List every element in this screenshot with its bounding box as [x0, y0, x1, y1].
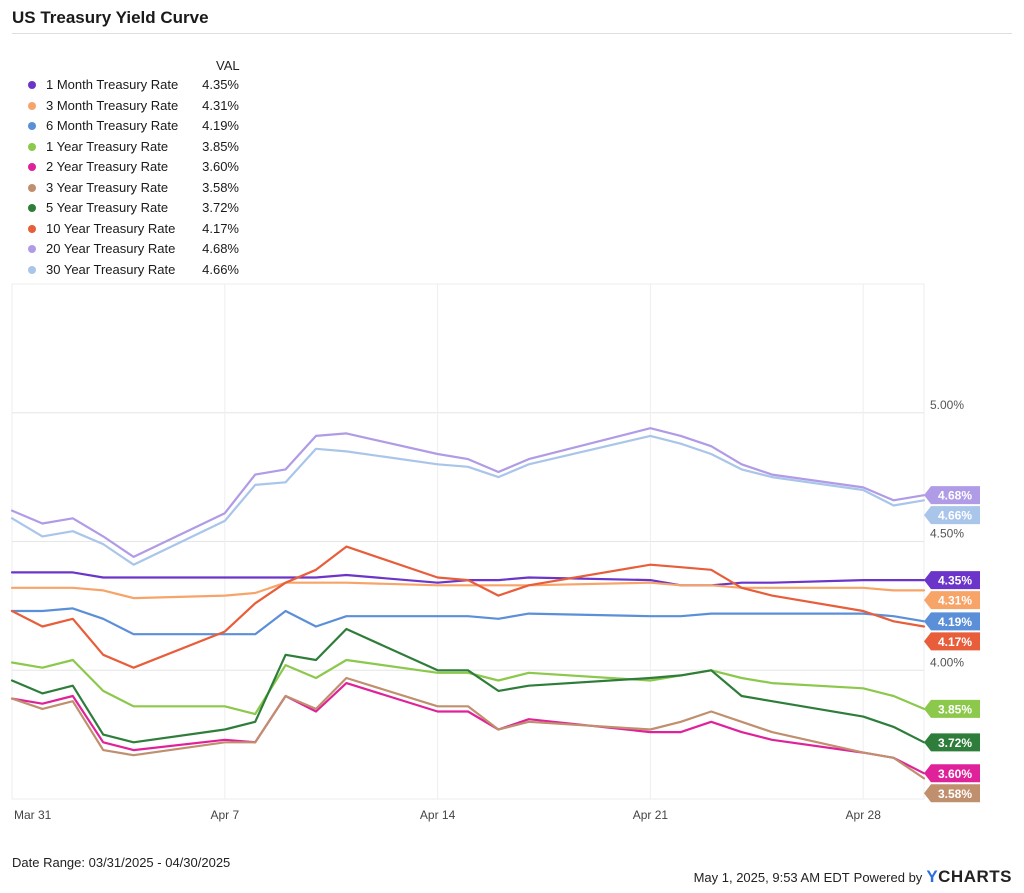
- end-value-label: 3.58%: [938, 787, 972, 801]
- legend-series-value: 4.19%: [202, 118, 239, 133]
- legend-series-name: 6 Month Treasury Rate: [46, 118, 179, 133]
- legend-series-name: 1 Year Treasury Rate: [46, 138, 169, 154]
- end-value-tag: [924, 699, 980, 718]
- series-line: [10, 681, 926, 775]
- title-divider: [12, 33, 1012, 34]
- end-value-label: 4.17%: [938, 635, 972, 649]
- end-value-label: 3.85%: [938, 702, 972, 716]
- end-value-tag: [924, 571, 980, 590]
- y-tick-label: 4.00%: [930, 655, 964, 669]
- legend-marker-icon: [28, 142, 36, 151]
- legend-series-value: 4.17%: [202, 220, 239, 236]
- legend-marker-icon: [28, 122, 36, 130]
- legend-series-name: 30 Year Treasury Rate: [46, 261, 176, 277]
- legend-marker-icon: [28, 265, 36, 274]
- timestamp: May 1, 2025, 9:53 AM EDT: [693, 869, 850, 885]
- series-line: [10, 607, 926, 636]
- end-value-tag: [924, 612, 980, 631]
- series-line: [10, 581, 926, 600]
- end-value-label: 3.60%: [938, 767, 972, 781]
- legend-series-name: 3 Year Treasury Rate: [46, 179, 169, 195]
- end-value-label: 4.31%: [938, 594, 972, 608]
- legend-series-value: 4.35%: [202, 77, 239, 92]
- y-tick-label: 4.50%: [930, 527, 964, 541]
- legend-marker-icon: [28, 183, 36, 192]
- page-title: US Treasury Yield Curve: [12, 8, 209, 27]
- legend-series-value: 4.68%: [202, 241, 239, 256]
- legend-marker-icon: [28, 245, 36, 253]
- legend-series-name: 5 Year Treasury Rate: [46, 200, 169, 215]
- end-value-tag: [924, 764, 980, 783]
- ycharts-logo-rest: CHARTS: [938, 867, 1012, 886]
- ycharts-logo[interactable]: YCHARTS: [926, 867, 1012, 887]
- series-line: [10, 545, 926, 669]
- series-line: [10, 427, 926, 559]
- legend-series-name: 2 Year Treasury Rate: [46, 159, 169, 174]
- series-line: [10, 658, 926, 716]
- x-tick-label: Mar 31: [14, 808, 52, 822]
- legend-column-header: VAL: [216, 58, 240, 73]
- ycharts-logo-y: Y: [926, 867, 939, 886]
- end-value-tag: [924, 591, 980, 610]
- legend-series-value: 3.85%: [202, 138, 239, 154]
- end-value-label: 4.68%: [938, 489, 972, 503]
- series-line: [10, 627, 926, 744]
- legend-marker-icon: [28, 224, 36, 233]
- legend-series-name: 1 Month Treasury Rate: [46, 77, 179, 92]
- end-value-tag: [924, 486, 980, 505]
- legend-series-value: 4.31%: [202, 97, 239, 113]
- powered-by-label: Powered by: [853, 869, 923, 885]
- legend-marker-icon: [28, 81, 36, 89]
- legend-series-value: 3.58%: [202, 179, 239, 195]
- legend-marker-icon: [28, 101, 36, 110]
- x-tick-label: Apr 7: [210, 808, 239, 822]
- series-line: [10, 434, 926, 566]
- x-tick-label: Apr 21: [633, 808, 669, 822]
- legend-marker-icon: [28, 163, 36, 171]
- end-value-tag: [924, 632, 980, 651]
- legend-series-value: 3.60%: [202, 159, 239, 174]
- x-tick-label: Apr 28: [846, 808, 882, 822]
- legend-series-name: 10 Year Treasury Rate: [46, 220, 176, 236]
- end-value-label: 4.19%: [938, 615, 972, 629]
- legend-marker-icon: [28, 204, 36, 212]
- legend-series-name: 20 Year Treasury Rate: [46, 241, 176, 256]
- y-tick-label: 5.00%: [930, 398, 964, 412]
- end-value-tag: [924, 733, 980, 752]
- series-line: [10, 571, 926, 587]
- end-value-label: 4.66%: [938, 509, 972, 523]
- footer-credit: May 1, 2025, 9:53 AM EDT Powered by YCHA…: [694, 867, 1012, 887]
- end-value-label: 4.35%: [938, 574, 972, 588]
- legend-series-value: 3.72%: [202, 200, 239, 215]
- legend-series-name: 3 Month Treasury Rate: [46, 97, 179, 113]
- end-value-tag: [924, 784, 980, 803]
- end-value-tag: [924, 506, 980, 525]
- end-value-label: 3.72%: [938, 736, 972, 750]
- x-tick-label: Apr 14: [420, 808, 456, 822]
- legend-series-value: 4.66%: [202, 261, 239, 277]
- series-line: [10, 676, 926, 780]
- date-range: Date Range: 03/31/2025 - 04/30/2025: [12, 855, 231, 870]
